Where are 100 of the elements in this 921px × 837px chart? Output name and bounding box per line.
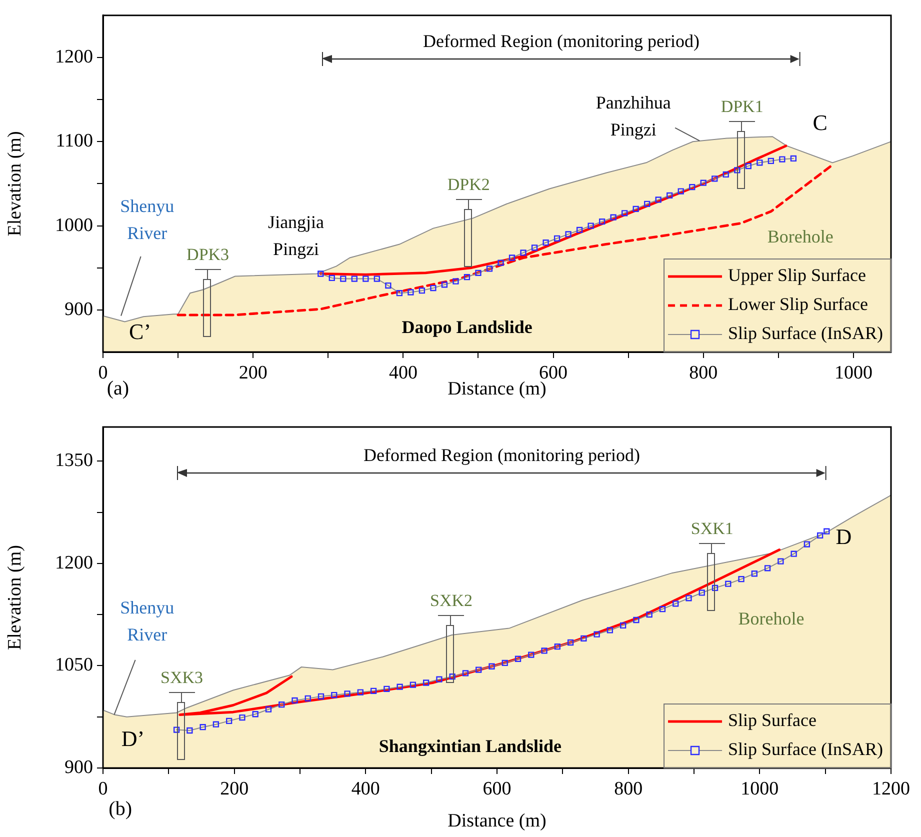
annotation: Borehole bbox=[767, 226, 834, 246]
x-tick-label: 800 bbox=[614, 778, 643, 800]
y-tick-label: 900 bbox=[64, 298, 93, 320]
x-tick-label: 200 bbox=[238, 362, 268, 384]
point bbox=[362, 276, 369, 282]
point bbox=[508, 254, 516, 261]
x-tick-label: 800 bbox=[689, 362, 718, 384]
point bbox=[565, 231, 572, 238]
point bbox=[292, 697, 298, 704]
annotation: Borehole bbox=[738, 608, 804, 629]
point bbox=[606, 627, 614, 634]
point bbox=[576, 226, 583, 234]
x-tick-label: 400 bbox=[388, 362, 418, 384]
annotation: C’ bbox=[129, 318, 152, 344]
annotation: DPK2 bbox=[447, 174, 490, 194]
annotation: D bbox=[836, 524, 852, 549]
point bbox=[588, 222, 594, 229]
x-tick-label: 1200 bbox=[872, 778, 910, 800]
point bbox=[531, 244, 538, 251]
point bbox=[239, 714, 246, 721]
point bbox=[430, 284, 436, 292]
point bbox=[410, 682, 416, 688]
point bbox=[436, 676, 442, 682]
x-axis-title: Distance (m) bbox=[448, 378, 546, 400]
point bbox=[328, 274, 335, 282]
y-axis-title: Elevation (m) bbox=[4, 545, 26, 650]
point bbox=[745, 162, 752, 170]
annotation: C bbox=[812, 110, 828, 135]
annotation: Shangxintian Landslide bbox=[378, 736, 562, 756]
x-axis-title: Distance (m) bbox=[448, 810, 546, 832]
point bbox=[318, 270, 324, 277]
y-tick-label: 1350 bbox=[55, 450, 93, 472]
point bbox=[441, 282, 448, 288]
point bbox=[396, 684, 403, 690]
point bbox=[542, 240, 549, 246]
annotation: Jiangjia Pingzi bbox=[268, 212, 324, 259]
point bbox=[712, 584, 718, 592]
point bbox=[541, 648, 548, 654]
point bbox=[476, 666, 482, 673]
y-tick-label: 1200 bbox=[55, 552, 93, 574]
point bbox=[632, 206, 639, 212]
legend-label: Slip Surface (InSAR) bbox=[728, 323, 884, 344]
point bbox=[672, 600, 679, 607]
point bbox=[646, 611, 652, 618]
annotation: SXK3 bbox=[160, 668, 204, 687]
point bbox=[528, 652, 534, 658]
point bbox=[370, 688, 377, 694]
point bbox=[498, 260, 504, 266]
point bbox=[689, 184, 696, 190]
point bbox=[751, 570, 758, 577]
point bbox=[304, 695, 311, 702]
legend-label: Slip Surface (InSAR) bbox=[728, 739, 884, 760]
point bbox=[502, 660, 508, 666]
point bbox=[725, 580, 732, 587]
x-tick-label: 1000 bbox=[740, 778, 779, 800]
point bbox=[265, 706, 272, 712]
point bbox=[554, 235, 560, 242]
point bbox=[384, 686, 390, 692]
point bbox=[790, 155, 797, 162]
point bbox=[344, 690, 350, 697]
annotation: SXK2 bbox=[430, 590, 473, 610]
point bbox=[385, 282, 392, 289]
annotation: Shenyu River bbox=[120, 597, 174, 644]
point bbox=[768, 158, 774, 164]
point bbox=[817, 532, 824, 539]
point bbox=[655, 196, 662, 203]
annotation: Shenyu River bbox=[120, 196, 174, 243]
point bbox=[252, 711, 258, 718]
text: (a) bbox=[106, 378, 130, 400]
point bbox=[331, 692, 338, 698]
x-tick-label: 400 bbox=[351, 778, 380, 800]
point bbox=[357, 689, 364, 696]
point bbox=[418, 287, 426, 294]
point bbox=[464, 274, 470, 280]
point bbox=[486, 266, 493, 272]
point bbox=[396, 290, 403, 296]
point bbox=[659, 606, 666, 612]
y-tick-label: 1100 bbox=[56, 130, 93, 152]
point bbox=[804, 541, 810, 548]
point bbox=[712, 176, 718, 182]
point bbox=[633, 616, 640, 624]
point bbox=[278, 702, 285, 708]
y-tick-label: 1000 bbox=[55, 214, 93, 236]
point bbox=[779, 156, 786, 162]
point bbox=[186, 727, 193, 734]
point bbox=[408, 289, 414, 296]
annotation: DPK1 bbox=[720, 97, 764, 116]
annotation: DPK3 bbox=[186, 245, 230, 264]
legend-label: Upper Slip Surface bbox=[728, 265, 866, 286]
point bbox=[200, 724, 206, 730]
point bbox=[666, 192, 673, 199]
point bbox=[644, 200, 650, 207]
point bbox=[790, 550, 797, 557]
point bbox=[374, 276, 380, 282]
point bbox=[698, 590, 705, 596]
point bbox=[318, 693, 324, 700]
annotation: Daopo Landslide bbox=[402, 317, 532, 338]
point bbox=[734, 167, 740, 174]
point bbox=[452, 278, 459, 284]
point bbox=[580, 635, 587, 642]
